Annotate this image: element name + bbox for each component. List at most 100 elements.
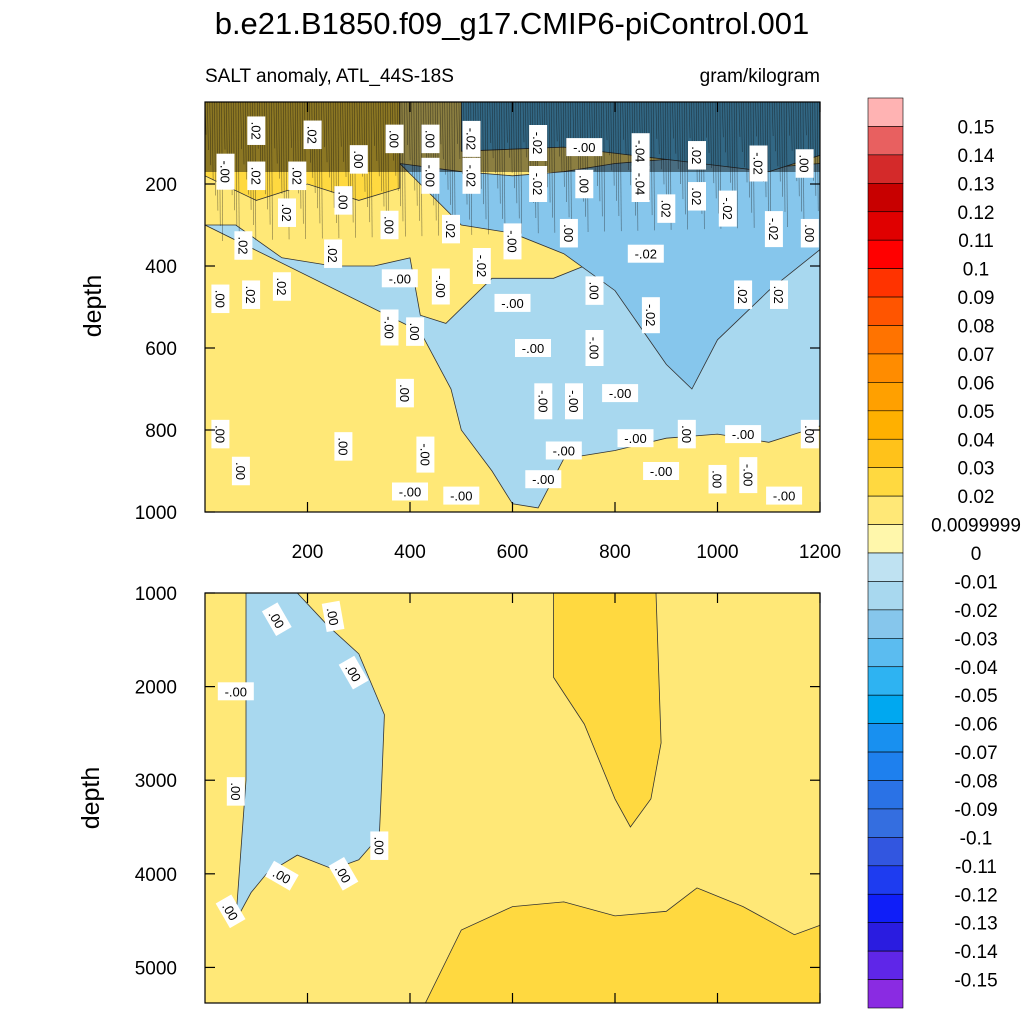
upper-streak (513, 102, 515, 189)
upper-streak (650, 102, 653, 216)
svg-text:-.00: -.00 (433, 275, 448, 297)
svg-text:-.02: -.02 (751, 152, 766, 174)
upper-streak (665, 102, 667, 200)
colorbar-swatch (867, 524, 904, 554)
colorbar-label: 0.08 (958, 317, 995, 338)
upper-streak (684, 102, 686, 215)
upper-streak (555, 102, 558, 142)
svg-text:-.04: -.04 (633, 140, 648, 162)
svg-text:.00: .00 (423, 130, 438, 148)
svg-text:-.00: -.00 (389, 271, 411, 286)
contour-label: .00 (677, 419, 696, 449)
contour-label: -.00 (217, 682, 254, 701)
colorbar-label: -0.13 (954, 914, 997, 935)
svg-text:-.02: -.02 (766, 218, 781, 240)
upper-streak (273, 102, 276, 149)
upper-streak (714, 102, 717, 199)
upper-streak (491, 102, 494, 159)
contour-label: .00 (385, 124, 404, 154)
svg-text:-.00: -.00 (522, 341, 544, 356)
svg-text:.00: .00 (228, 782, 243, 800)
upper-streak (707, 102, 710, 153)
contour-label: .00 (334, 432, 353, 461)
upper-streak (328, 102, 330, 178)
upper-streak (570, 102, 572, 233)
lower-y-axis-label: depth (77, 767, 105, 830)
upper-streak (347, 102, 349, 193)
svg-text:.00: .00 (371, 837, 386, 855)
upper-streak (657, 102, 660, 155)
contour-label: .00 (708, 464, 727, 494)
svg-text:-.00: -.00 (417, 443, 432, 465)
contour-label: .00 (585, 276, 604, 305)
upper-streak (546, 102, 549, 188)
colorbar-swatch (867, 751, 904, 781)
lower-contour-band-2 (424, 887, 820, 1003)
upper-streak (672, 102, 674, 139)
svg-text:-.00: -.00 (650, 464, 672, 479)
contour-label: .00 (321, 600, 345, 632)
upper-y-axis-label: depth (79, 275, 107, 338)
contour-label: -.02 (529, 125, 548, 161)
colorbar-label: 0.05 (958, 402, 995, 423)
svg-text:-.00: -.00 (773, 489, 795, 504)
upper-streak (316, 102, 318, 209)
upper-streak (266, 102, 269, 210)
upper-streak (460, 102, 463, 175)
upper-streak (501, 102, 503, 219)
upper-streak (721, 102, 724, 138)
colorbar-swatch (867, 694, 904, 724)
colorbar-label: 0.06 (958, 373, 995, 394)
contour-label: -.02 (718, 190, 737, 227)
upper-streak (451, 102, 454, 221)
contour-label: .00 (231, 456, 250, 486)
upper-streak (814, 102, 817, 196)
colorbar-label: 0 (971, 544, 982, 565)
upper-streak (508, 102, 511, 158)
upper-streak (446, 102, 449, 190)
contour-label: .00 (559, 218, 578, 248)
contour-label: -.02 (764, 211, 783, 248)
colorbar-swatch (867, 382, 904, 412)
upper-streak (330, 102, 333, 193)
svg-text:-.00: -.00 (553, 444, 575, 459)
svg-text:-.02: -.02 (720, 197, 735, 219)
contour-label: -.00 (392, 482, 428, 501)
contour-label: .00 (370, 831, 389, 860)
upper-streak (413, 102, 416, 191)
contour-label: .02 (288, 161, 307, 191)
upper-streak (382, 102, 385, 207)
svg-text:.00: .00 (407, 323, 422, 341)
upper-streak (774, 102, 776, 152)
upper-streak (605, 102, 608, 141)
contour-label: -.00 (421, 157, 440, 194)
lower-y-tick-label: 4000 (135, 865, 177, 886)
upper-streak (662, 102, 665, 185)
svg-text:-.00: -.00 (423, 165, 438, 187)
upper-streak (373, 102, 375, 146)
colorbar-label: 0.03 (958, 459, 995, 480)
upper-streak (679, 102, 681, 185)
upper-streak (375, 102, 378, 162)
contour-label: -.02 (472, 248, 491, 284)
upper-streak (797, 102, 800, 197)
contour-label: -.00 (381, 269, 418, 288)
svg-text:-.00: -.00 (535, 390, 550, 412)
upper-streak (209, 102, 212, 166)
upper-streak (793, 102, 795, 166)
upper-streak (408, 102, 411, 161)
chart-subtitle-right: gram/kilogram (700, 66, 820, 87)
colorbar-swatch (867, 837, 904, 867)
contour-label: -.00 (725, 425, 762, 444)
contour-label: -.00 (380, 309, 399, 346)
svg-text:.00: .00 (679, 425, 694, 443)
contour-label: -.00 (216, 153, 235, 190)
svg-text:-.02: -.02 (530, 173, 545, 195)
svg-text:.00: .00 (387, 130, 402, 148)
upper-streak (399, 102, 401, 207)
svg-text:.02: .02 (443, 220, 458, 238)
upper-streak (275, 102, 278, 164)
colorbar-swatch (867, 495, 904, 525)
upper-streak (323, 102, 325, 148)
upper-streak (380, 102, 382, 192)
